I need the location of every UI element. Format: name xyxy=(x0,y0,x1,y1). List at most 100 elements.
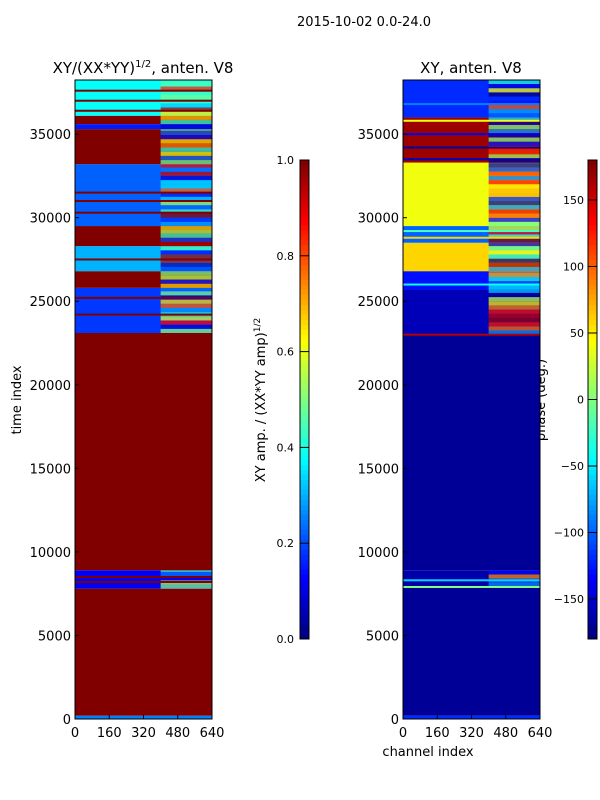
colorbar-segment xyxy=(588,409,597,415)
heatmap-stripe xyxy=(75,109,212,112)
colorbar-segment xyxy=(300,479,309,485)
colorbar-segment xyxy=(588,189,597,196)
colorbar-segment xyxy=(588,384,597,391)
colorbar-segment xyxy=(300,319,309,326)
rfi-cell xyxy=(488,258,540,263)
colorbar-segment xyxy=(588,249,597,256)
rfi-cell xyxy=(160,258,212,263)
rfi-cell xyxy=(488,301,540,306)
rfi-cell xyxy=(488,289,540,293)
rfi-cell xyxy=(488,238,540,243)
rfi-cell xyxy=(488,137,540,142)
colorbar-segment xyxy=(300,269,309,276)
heatmap-stripe xyxy=(403,133,540,136)
colorbar-segment xyxy=(300,429,309,435)
rfi-cell xyxy=(160,262,212,267)
colorbar-segment xyxy=(588,434,597,440)
rfi-cell xyxy=(160,86,212,91)
rfi-cell xyxy=(488,317,540,323)
colorbar-segment xyxy=(300,589,309,595)
rfi-cell xyxy=(488,113,540,118)
rfi-cell xyxy=(160,254,212,259)
colorbar-segment xyxy=(300,574,309,580)
colorbar-segment xyxy=(300,324,309,331)
colorbar-segment xyxy=(588,454,597,460)
colorbar-segment xyxy=(588,459,597,465)
colorbar-tick-label: 0.0 xyxy=(277,633,295,646)
rfi-cell xyxy=(160,188,212,193)
rfi-cell xyxy=(488,226,540,231)
colorbar-segment xyxy=(588,259,597,266)
colorbar-segment xyxy=(300,264,309,271)
colorbar-segment xyxy=(588,319,597,326)
colorbar-segment xyxy=(588,469,597,475)
colorbar-segment xyxy=(300,579,309,585)
heatmap-stripe xyxy=(75,199,212,202)
rfi-cell xyxy=(160,246,212,251)
colorbar-segment xyxy=(300,344,309,351)
colorbar-segment xyxy=(588,534,597,540)
rfi-cell xyxy=(160,279,212,284)
rfi-cell xyxy=(488,272,540,278)
colorbar-segment xyxy=(588,519,597,525)
colorbar-tick-label: 100 xyxy=(563,260,584,273)
x-tick-label: 320 xyxy=(459,726,484,741)
colorbar-segment xyxy=(300,364,309,371)
colorbar-segment xyxy=(300,194,309,201)
chart-2: 0 160 320 480 640 0 5000 10000 15000 20000 25000 30… xyxy=(358,79,598,741)
colorbar-segment xyxy=(588,234,597,241)
colorbar-segment xyxy=(300,289,309,296)
colorbar-segment xyxy=(588,274,597,281)
colorbar-segment xyxy=(300,424,309,430)
y-tick-label: 0 xyxy=(63,713,71,728)
colorbar-segment xyxy=(300,494,309,500)
colorbar-segment xyxy=(300,474,309,480)
colorbar-segment xyxy=(300,434,309,440)
heatmap-stripe xyxy=(75,580,212,583)
rfi-cell xyxy=(160,226,212,230)
rfi-cell xyxy=(160,271,212,276)
rfi-cell xyxy=(160,266,212,272)
colorbar-segment xyxy=(300,279,309,286)
colorbar-tick-label: 0 xyxy=(577,394,584,407)
rfi-cell xyxy=(160,111,212,116)
y-tick-label: 25000 xyxy=(30,295,71,310)
x-tick-label: 0 xyxy=(71,726,79,741)
colorbar-segment xyxy=(588,544,597,550)
x-tick-label: 480 xyxy=(493,726,518,741)
colorbar-segment xyxy=(300,569,309,575)
colorbar-segment xyxy=(588,479,597,485)
colorbar-segment xyxy=(588,349,597,356)
rfi-cell xyxy=(488,221,540,227)
colorbar-segment xyxy=(300,329,309,336)
y-tick-label: 35000 xyxy=(358,128,399,143)
colorbar-segment xyxy=(588,589,597,595)
rfi-cell xyxy=(488,92,540,97)
x-tick-label: 160 xyxy=(425,726,450,741)
rfi-cell xyxy=(160,90,212,95)
x-tick-label: 640 xyxy=(200,726,225,741)
rfi-cell xyxy=(488,230,540,235)
y-tick-label: 15000 xyxy=(358,462,399,477)
colorbar-segment xyxy=(588,374,597,381)
colorbar-segment xyxy=(588,174,597,181)
heatmap-stripe xyxy=(75,99,212,102)
x-tick-label: 160 xyxy=(97,726,122,741)
rfi-cell xyxy=(488,330,540,335)
rfi-cell xyxy=(488,217,540,222)
rfi-cell xyxy=(160,129,212,131)
colorbar-segment xyxy=(588,609,597,615)
colorbar-segment xyxy=(588,554,597,560)
colorbar-segment xyxy=(588,334,597,341)
colorbar-segment xyxy=(300,374,309,381)
rfi-cell xyxy=(488,188,540,193)
rfi-cell xyxy=(488,313,540,318)
rfi-cell xyxy=(160,205,212,210)
colorbar-segment xyxy=(588,179,597,186)
colorbar-segment xyxy=(588,304,597,311)
colorbar-segment xyxy=(300,419,309,425)
colorbar-segment xyxy=(300,539,309,545)
rfi-cell xyxy=(160,324,212,329)
colorbar-segment xyxy=(588,494,597,500)
